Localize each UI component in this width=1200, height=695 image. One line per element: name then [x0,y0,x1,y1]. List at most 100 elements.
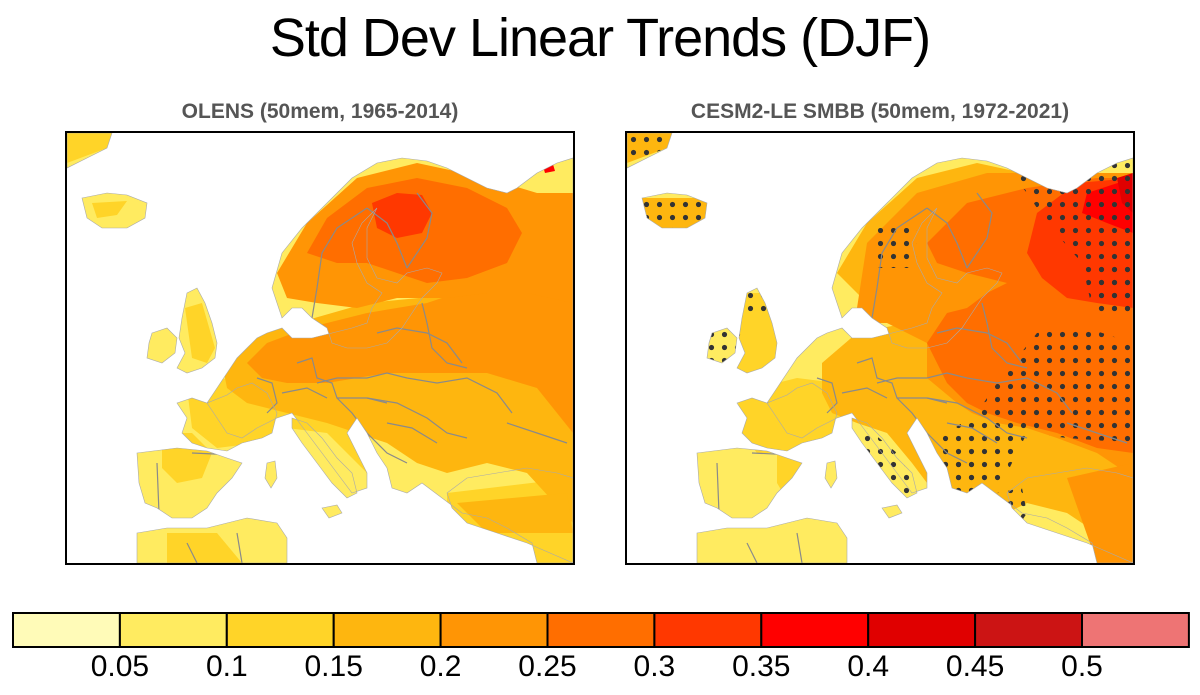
coastline [696,517,848,563]
contour-region [67,133,112,163]
country-border [316,372,513,414]
country-border [816,377,838,414]
country-border [746,542,758,563]
map-plot-cesm2 [627,133,1133,563]
coastline [736,287,778,374]
country-border [841,387,888,399]
map-panel-olens [65,131,575,565]
colorbar-box [867,612,977,648]
country-border [966,192,993,269]
colorbar-tick-label: 0.05 [90,650,150,683]
country-border [386,422,438,444]
contour-region [167,533,242,563]
contour-region [457,493,573,533]
colorbar-tick-label: 0.1 [205,650,248,683]
map-plot-olens [67,133,573,563]
country-border [506,422,568,444]
contour-region [372,193,432,238]
coastline [136,447,243,519]
country-border [716,462,720,514]
coastline [67,133,113,169]
country-border [981,302,1028,369]
contour-region [777,453,807,508]
country-border [926,207,968,269]
country-border [421,302,468,369]
significance-stippling [927,328,1133,493]
coastline [851,417,918,499]
country-border [311,207,368,319]
colorbar-tick-label: 0.45 [945,650,1005,683]
country-border [946,422,998,444]
contour-region [92,201,127,218]
country-border [796,532,803,563]
country-border [156,462,160,514]
contour-region [1067,463,1133,563]
contour-region [185,303,215,363]
coastline [206,157,573,563]
country-border [871,207,928,319]
colorbar-boxes [12,612,1190,648]
colorbar-tick-label: 0.35 [732,650,791,683]
coastline [321,504,343,519]
coastline [291,417,358,499]
coastline [446,467,573,563]
panel-title-cesm2: CESM2-LE SMBB (50mem, 1972-2021) [690,100,1070,123]
significance-stippling [745,283,777,318]
coastline [627,133,673,169]
colorbar-box [332,612,442,648]
colorbar-box [439,612,549,648]
coastline [81,192,148,229]
colorbar-tick-label: 0.15 [304,650,363,683]
colorbar-box [225,612,335,648]
country-border [186,542,198,563]
significance-stippling [1097,263,1133,318]
shaded-land [627,133,1133,563]
coastline [641,192,708,229]
country-border [376,327,463,364]
figure-title: Std Dev Linear Trends (DJF) [269,8,931,68]
country-border [936,327,1023,364]
colorbar-box [653,612,763,648]
significance-stippling [709,328,742,368]
colorbar-box [118,612,228,648]
country-border [876,372,1073,414]
map-panel-cesm2 [625,131,1135,565]
colorbar-tick-label: 0.5 [1061,650,1103,683]
colorbar-box [974,612,1083,648]
coastline [824,460,838,489]
coastline [264,460,278,489]
significance-stippling [627,133,672,163]
coastline [136,517,288,563]
coastline [706,327,738,364]
significance-stippling [642,198,707,228]
panel-title-olens: OLENS (50mem, 1965-2014) [181,100,459,123]
coastline [881,504,903,519]
colorbar-box [546,612,656,648]
colorbar-box [760,612,870,648]
country-border [366,207,408,269]
colorbar-box [12,612,121,648]
colorbar [12,612,1190,648]
coastline [766,157,1133,563]
colorbar-tick-label: 0.4 [847,650,890,683]
colorbar-tick-label: 0.2 [419,650,462,683]
country-border [256,377,278,414]
colorbar-tick-label: 0.25 [518,650,577,683]
country-border [926,397,1028,439]
country-border [406,192,433,269]
coastline [176,382,278,452]
coastline [696,447,803,519]
colorbar-box [1081,612,1190,648]
country-border [366,397,468,439]
country-border [236,532,243,563]
coastline [1006,467,1133,563]
country-border [1066,422,1128,444]
coastline [736,382,838,452]
coastline [176,287,218,374]
coastline [146,327,178,364]
shaded-land [67,133,573,563]
contour-region [247,283,573,433]
colorbar-tick-label: 0.3 [633,650,676,683]
significance-stippling [872,228,917,268]
country-border [281,387,328,399]
